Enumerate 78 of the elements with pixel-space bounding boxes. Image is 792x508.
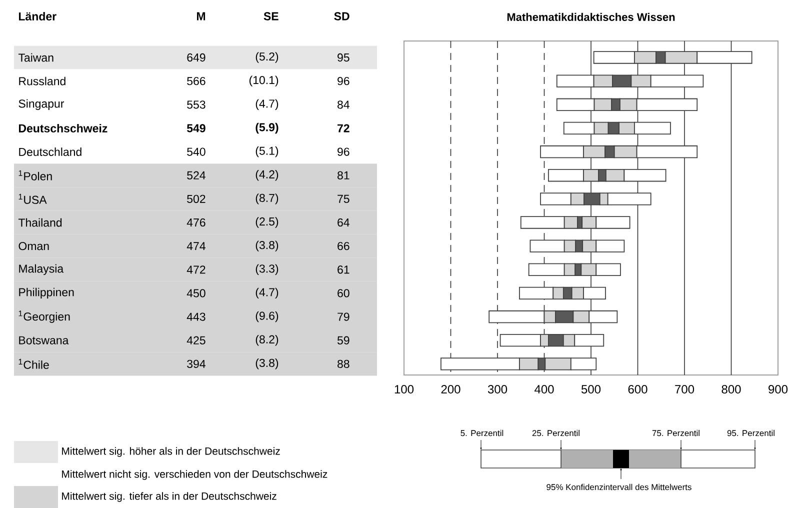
text: Mittelwert sig. tiefer als in der Deutschschweiz: [62, 492, 276, 502]
data-label: (3.3): [256, 264, 278, 275]
category-label: $^{1}$Polen: [18, 170, 52, 180]
text: 75. Perzentil: [652, 430, 700, 436]
category-label: Deutschland: [19, 148, 82, 156]
data-label: (3.8): [256, 358, 278, 370]
chart-title: Mathematikdidaktisches Wissen: [507, 12, 675, 21]
data-label: (2.5): [256, 217, 278, 228]
text: M: [196, 12, 206, 20]
data-label: (5.9): [256, 122, 278, 134]
category-label: Taiwan: [18, 53, 54, 62]
category-label: Thailand: [18, 218, 62, 227]
text: Länder: [18, 12, 56, 20]
data-label: (8.7): [256, 194, 278, 204]
data-label: 425: [186, 336, 206, 344]
data-label: 61: [338, 266, 350, 274]
category-label: Malaysia: [19, 264, 64, 275]
category-label: $^{1}$Chile: [18, 358, 49, 369]
text: SD: [334, 12, 350, 20]
x-tick-label: 400: [534, 385, 554, 394]
text: 25. Perzentil: [532, 430, 580, 436]
text: 95% Konfidenzintervall des Mittelwerts: [546, 484, 692, 490]
category-label: Deutschschweiz: [18, 124, 108, 132]
data-label: (4.2): [256, 170, 278, 181]
data-label: 75: [338, 194, 350, 203]
x-tick-label: 200: [441, 385, 460, 394]
data-label: (8.2): [256, 334, 278, 346]
data-label: 549: [186, 124, 206, 132]
data-label: 472: [186, 266, 206, 274]
data-label: 553: [187, 100, 206, 109]
data-label: 649: [187, 53, 206, 62]
data-label: 59: [337, 336, 350, 344]
data-label: 81: [338, 171, 350, 180]
category-label: Singapur: [18, 99, 64, 110]
data-label: 64: [338, 218, 350, 227]
category-label: Russland: [19, 76, 66, 86]
category-label: Botswana: [19, 336, 69, 344]
data-label: 394: [187, 360, 206, 368]
text: SE: [264, 12, 278, 20]
data-label: 450: [186, 289, 206, 298]
data-label: 443: [186, 312, 206, 321]
data-label: 476: [186, 218, 206, 227]
x-tick-label: 500: [581, 385, 601, 394]
data-label: 474: [186, 242, 206, 250]
data-label: 95: [338, 53, 350, 62]
data-label: (10.1): [249, 76, 278, 86]
data-label: (3.8): [256, 240, 278, 252]
x-tick-label: 800: [722, 385, 741, 394]
data-label: (9.6): [256, 311, 278, 322]
x-tick-label: 100: [394, 385, 414, 394]
data-label: 502: [187, 194, 206, 203]
data-label: (5.2): [256, 52, 278, 63]
x-tick-label: 600: [628, 385, 648, 394]
x-tick-label: 900: [768, 385, 788, 394]
category-label: $^{1}$USA: [18, 194, 47, 204]
category-label: Philippinen: [19, 288, 74, 299]
data-label: 66: [338, 242, 350, 250]
data-label: 566: [187, 76, 206, 86]
data-label: (4.7): [256, 288, 278, 299]
data-label: 79: [338, 312, 350, 321]
data-label: (4.7): [256, 99, 278, 110]
data-label: 88: [338, 360, 350, 368]
text: 95. Perzentil: [727, 430, 774, 436]
category-label: $^{1}$Georgien: [18, 310, 70, 323]
data-label: 524: [187, 171, 206, 180]
text: 5. Perzentil: [460, 430, 504, 436]
data-label: 84: [338, 100, 350, 109]
x-tick-label: 300: [488, 385, 508, 394]
text: Mittelwert nicht sig. verschieden von der Deutschschweiz: [62, 470, 328, 480]
data-label: 96: [338, 148, 350, 156]
text: Mittelwert sig. höher als in der Deutschschweiz: [62, 447, 280, 457]
data-label: 72: [338, 124, 350, 132]
x-tick-label: 700: [675, 385, 694, 394]
data-label: (5.1): [256, 146, 278, 158]
data-label: 540: [187, 148, 206, 156]
category-label: Oman: [18, 242, 49, 250]
data-label: 96: [338, 76, 350, 86]
data-label: 60: [338, 289, 350, 298]
